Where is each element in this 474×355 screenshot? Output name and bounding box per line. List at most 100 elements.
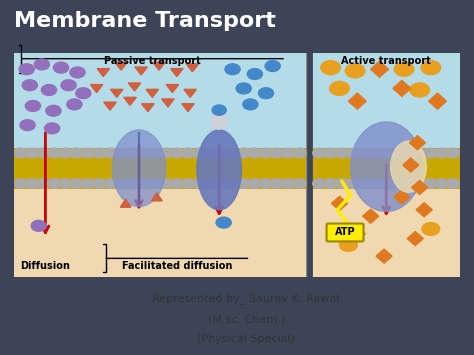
Circle shape [81, 148, 94, 158]
Circle shape [14, 179, 27, 189]
Circle shape [31, 220, 46, 231]
Circle shape [265, 61, 280, 71]
Circle shape [282, 148, 295, 158]
Polygon shape [428, 93, 447, 109]
Circle shape [61, 80, 76, 91]
Ellipse shape [391, 141, 426, 192]
Circle shape [435, 148, 448, 158]
Polygon shape [171, 69, 183, 77]
Circle shape [46, 105, 61, 116]
Circle shape [330, 81, 349, 95]
Circle shape [402, 148, 415, 158]
Circle shape [335, 179, 348, 189]
Circle shape [81, 179, 94, 189]
Circle shape [92, 148, 106, 158]
Circle shape [402, 179, 415, 189]
Text: (M.sc. Chem.): (M.sc. Chem.) [208, 314, 285, 324]
Circle shape [159, 179, 173, 189]
Circle shape [422, 223, 440, 235]
Polygon shape [407, 231, 423, 246]
Circle shape [181, 179, 195, 189]
Circle shape [357, 179, 371, 189]
Circle shape [435, 179, 448, 189]
Circle shape [237, 179, 250, 189]
Polygon shape [97, 69, 109, 77]
Circle shape [36, 148, 50, 158]
Circle shape [339, 239, 357, 251]
Circle shape [346, 148, 359, 158]
Circle shape [258, 88, 273, 99]
Circle shape [70, 148, 83, 158]
Circle shape [92, 179, 106, 189]
Circle shape [212, 105, 226, 115]
Text: Represented by_ Saurav K. Rawat: Represented by_ Saurav K. Rawat [152, 293, 341, 304]
Circle shape [148, 179, 161, 189]
Circle shape [313, 179, 326, 189]
Circle shape [368, 179, 382, 189]
Ellipse shape [211, 111, 227, 129]
Polygon shape [115, 62, 128, 70]
Circle shape [126, 148, 139, 158]
Circle shape [410, 83, 429, 97]
Polygon shape [184, 89, 196, 97]
Circle shape [26, 148, 39, 158]
Ellipse shape [197, 130, 241, 210]
Circle shape [192, 179, 206, 189]
Circle shape [114, 148, 128, 158]
Circle shape [192, 148, 206, 158]
Polygon shape [403, 158, 419, 172]
Polygon shape [410, 136, 426, 150]
Circle shape [76, 88, 91, 99]
Circle shape [226, 148, 239, 158]
Circle shape [14, 148, 27, 158]
Polygon shape [411, 180, 428, 195]
Circle shape [292, 179, 306, 189]
Polygon shape [146, 89, 159, 97]
Polygon shape [162, 99, 174, 107]
Circle shape [424, 148, 438, 158]
Circle shape [324, 179, 337, 189]
Polygon shape [186, 64, 199, 72]
Circle shape [237, 148, 250, 158]
Circle shape [391, 179, 404, 189]
Circle shape [159, 148, 173, 158]
Text: Active transport: Active transport [341, 56, 431, 66]
FancyBboxPatch shape [14, 53, 306, 277]
Circle shape [335, 148, 348, 158]
Circle shape [26, 179, 39, 189]
Circle shape [20, 120, 35, 131]
Polygon shape [153, 62, 165, 70]
Circle shape [270, 179, 284, 189]
Circle shape [259, 179, 273, 189]
Circle shape [181, 148, 195, 158]
Text: ATP: ATP [335, 228, 356, 237]
Polygon shape [152, 193, 162, 201]
Circle shape [47, 148, 61, 158]
Circle shape [170, 148, 183, 158]
Circle shape [22, 80, 37, 91]
Circle shape [70, 179, 83, 189]
Circle shape [248, 148, 262, 158]
FancyBboxPatch shape [313, 189, 460, 277]
Polygon shape [371, 61, 389, 77]
Circle shape [34, 59, 49, 70]
Circle shape [225, 64, 240, 75]
Circle shape [313, 148, 326, 158]
Circle shape [236, 83, 251, 94]
Polygon shape [135, 67, 147, 75]
Polygon shape [120, 199, 131, 207]
Circle shape [41, 84, 56, 95]
Polygon shape [393, 81, 411, 96]
Circle shape [226, 179, 239, 189]
Circle shape [47, 179, 61, 189]
Circle shape [59, 179, 72, 189]
Circle shape [421, 61, 441, 75]
Polygon shape [349, 227, 365, 241]
Circle shape [103, 179, 117, 189]
Circle shape [424, 179, 438, 189]
Polygon shape [104, 102, 116, 110]
Polygon shape [110, 89, 123, 97]
Ellipse shape [112, 130, 166, 207]
Polygon shape [91, 84, 103, 93]
Circle shape [447, 179, 460, 189]
